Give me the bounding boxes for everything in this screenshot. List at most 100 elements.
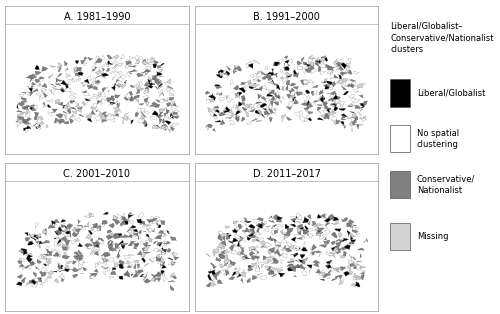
Polygon shape [276, 219, 281, 222]
Polygon shape [130, 120, 134, 124]
Polygon shape [172, 116, 179, 119]
Polygon shape [350, 94, 355, 98]
Polygon shape [55, 81, 60, 84]
Polygon shape [36, 242, 40, 246]
Polygon shape [103, 113, 108, 117]
Polygon shape [341, 119, 346, 120]
Polygon shape [48, 270, 54, 275]
Polygon shape [272, 225, 274, 229]
Polygon shape [67, 108, 71, 114]
Polygon shape [221, 250, 227, 254]
Polygon shape [134, 95, 140, 99]
Polygon shape [293, 253, 298, 257]
Polygon shape [44, 263, 49, 266]
Polygon shape [56, 237, 61, 239]
Polygon shape [308, 233, 312, 238]
Polygon shape [76, 228, 80, 233]
Polygon shape [218, 70, 224, 73]
Polygon shape [209, 99, 214, 102]
Polygon shape [122, 116, 128, 121]
Polygon shape [254, 84, 260, 87]
Polygon shape [297, 264, 304, 268]
Polygon shape [354, 71, 359, 74]
Polygon shape [158, 250, 162, 253]
Polygon shape [80, 227, 86, 230]
Polygon shape [160, 258, 165, 264]
Polygon shape [335, 275, 340, 279]
Polygon shape [269, 73, 274, 76]
Polygon shape [128, 213, 134, 216]
Polygon shape [158, 243, 162, 247]
Polygon shape [293, 265, 299, 269]
Polygon shape [256, 102, 262, 104]
Polygon shape [134, 243, 138, 246]
Polygon shape [17, 119, 23, 124]
Polygon shape [164, 233, 166, 237]
Polygon shape [244, 85, 250, 88]
Polygon shape [363, 240, 367, 243]
Polygon shape [173, 262, 175, 263]
Polygon shape [21, 101, 27, 103]
Polygon shape [346, 243, 352, 246]
Polygon shape [242, 107, 247, 111]
Polygon shape [353, 273, 356, 278]
Polygon shape [56, 231, 62, 236]
Polygon shape [256, 251, 259, 254]
Polygon shape [123, 234, 130, 237]
Polygon shape [353, 234, 360, 236]
Polygon shape [104, 87, 108, 88]
Polygon shape [164, 126, 168, 131]
Polygon shape [227, 99, 234, 103]
Polygon shape [331, 267, 334, 273]
Polygon shape [284, 66, 290, 71]
Polygon shape [76, 255, 83, 260]
Polygon shape [112, 85, 116, 90]
Polygon shape [112, 60, 117, 64]
Polygon shape [78, 263, 83, 269]
Polygon shape [78, 78, 80, 80]
Polygon shape [168, 263, 174, 264]
Polygon shape [214, 109, 220, 113]
Polygon shape [328, 83, 330, 86]
Polygon shape [134, 244, 138, 245]
Polygon shape [308, 66, 310, 71]
Polygon shape [22, 112, 28, 114]
Polygon shape [76, 268, 82, 271]
Polygon shape [348, 58, 351, 64]
Polygon shape [118, 233, 122, 236]
Polygon shape [76, 102, 80, 107]
Polygon shape [152, 102, 159, 106]
Polygon shape [34, 123, 40, 127]
Polygon shape [88, 98, 92, 103]
Polygon shape [26, 255, 32, 259]
Polygon shape [271, 271, 274, 274]
Polygon shape [327, 70, 332, 74]
Polygon shape [120, 220, 124, 225]
Polygon shape [157, 259, 162, 264]
Polygon shape [130, 97, 132, 101]
Polygon shape [284, 62, 288, 67]
Polygon shape [336, 269, 340, 273]
Polygon shape [248, 64, 253, 68]
Polygon shape [319, 235, 324, 239]
Polygon shape [128, 212, 132, 216]
Polygon shape [332, 233, 336, 236]
Polygon shape [336, 249, 340, 254]
Polygon shape [252, 87, 258, 89]
Polygon shape [258, 224, 263, 228]
Polygon shape [26, 128, 28, 133]
Polygon shape [129, 91, 133, 95]
Polygon shape [112, 66, 116, 69]
Polygon shape [240, 245, 242, 247]
Polygon shape [258, 94, 261, 99]
Polygon shape [74, 117, 80, 122]
Text: Missing: Missing [417, 232, 448, 241]
Polygon shape [103, 271, 106, 275]
Polygon shape [226, 270, 230, 276]
Polygon shape [352, 117, 358, 122]
Polygon shape [55, 100, 60, 104]
Polygon shape [156, 79, 160, 84]
Polygon shape [306, 265, 312, 268]
Polygon shape [257, 217, 264, 221]
Polygon shape [326, 264, 332, 268]
